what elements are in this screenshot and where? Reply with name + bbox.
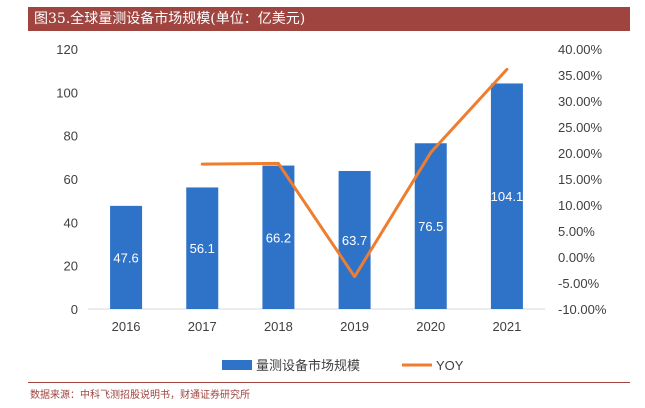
y-left-tick-label: 100 bbox=[56, 85, 78, 100]
legend-label-bar: 量测设备市场规模 bbox=[256, 358, 360, 374]
bar bbox=[110, 205, 143, 309]
y-left-tick-label: 80 bbox=[64, 129, 78, 144]
yoy-line bbox=[200, 67, 509, 279]
y-right-tick-label: -5.00% bbox=[558, 276, 600, 291]
y-right-tick-label: 20.00% bbox=[558, 146, 603, 161]
y-right-tick-label: 30.00% bbox=[558, 94, 603, 109]
y-right-tick-label: 0.00% bbox=[558, 250, 595, 265]
y-right-tick-label: 35.00% bbox=[558, 68, 603, 83]
y-right-tick-label: 15.00% bbox=[558, 172, 603, 187]
y-left-tick-label: 40 bbox=[64, 215, 78, 230]
bar bbox=[338, 170, 371, 309]
x-tick-label: 2020 bbox=[416, 319, 445, 334]
y-right-tick-label: -10.00% bbox=[558, 302, 607, 317]
bar-data-label: 47.6 bbox=[113, 250, 138, 265]
y-right-tick-label: 40.00% bbox=[558, 42, 603, 57]
y-right-tick-label: 10.00% bbox=[558, 198, 603, 213]
x-tick-label: 2018 bbox=[264, 319, 293, 334]
x-tick-label: 2021 bbox=[492, 319, 521, 334]
title-bar: 图35.全球量测设备市场规模(单位：亿美元) bbox=[28, 7, 630, 31]
divider bbox=[28, 382, 630, 383]
y-left-tick-label: 120 bbox=[56, 42, 78, 57]
bar-data-label: 66.2 bbox=[266, 230, 291, 245]
bar-data-label: 56.1 bbox=[190, 241, 215, 256]
y-left-tick-label: 20 bbox=[64, 259, 78, 274]
y-right-tick-label: 25.00% bbox=[558, 120, 603, 135]
bar-data-label: 104.1 bbox=[491, 189, 524, 204]
chart-title: 图35.全球量测设备市场规模(单位：亿美元) bbox=[34, 11, 306, 27]
bar bbox=[490, 83, 523, 309]
legend-label-line: YOY bbox=[436, 358, 464, 373]
y-left-tick-label: 0 bbox=[71, 302, 78, 317]
bar bbox=[262, 165, 295, 309]
legend-swatch-bar bbox=[222, 360, 252, 370]
y-left-tick-label: 60 bbox=[64, 172, 78, 187]
bar-data-label: 63.7 bbox=[342, 233, 367, 248]
source-note: 数据来源：中科飞测招股说明书，财通证券研究所 bbox=[30, 390, 250, 401]
x-tick-label: 2017 bbox=[188, 319, 217, 334]
y-right-tick-label: 5.00% bbox=[558, 224, 595, 239]
x-tick-label: 2019 bbox=[340, 319, 369, 334]
x-tick-label: 2016 bbox=[112, 319, 141, 334]
bar bbox=[186, 187, 219, 309]
bar-data-label: 76.5 bbox=[418, 219, 443, 234]
